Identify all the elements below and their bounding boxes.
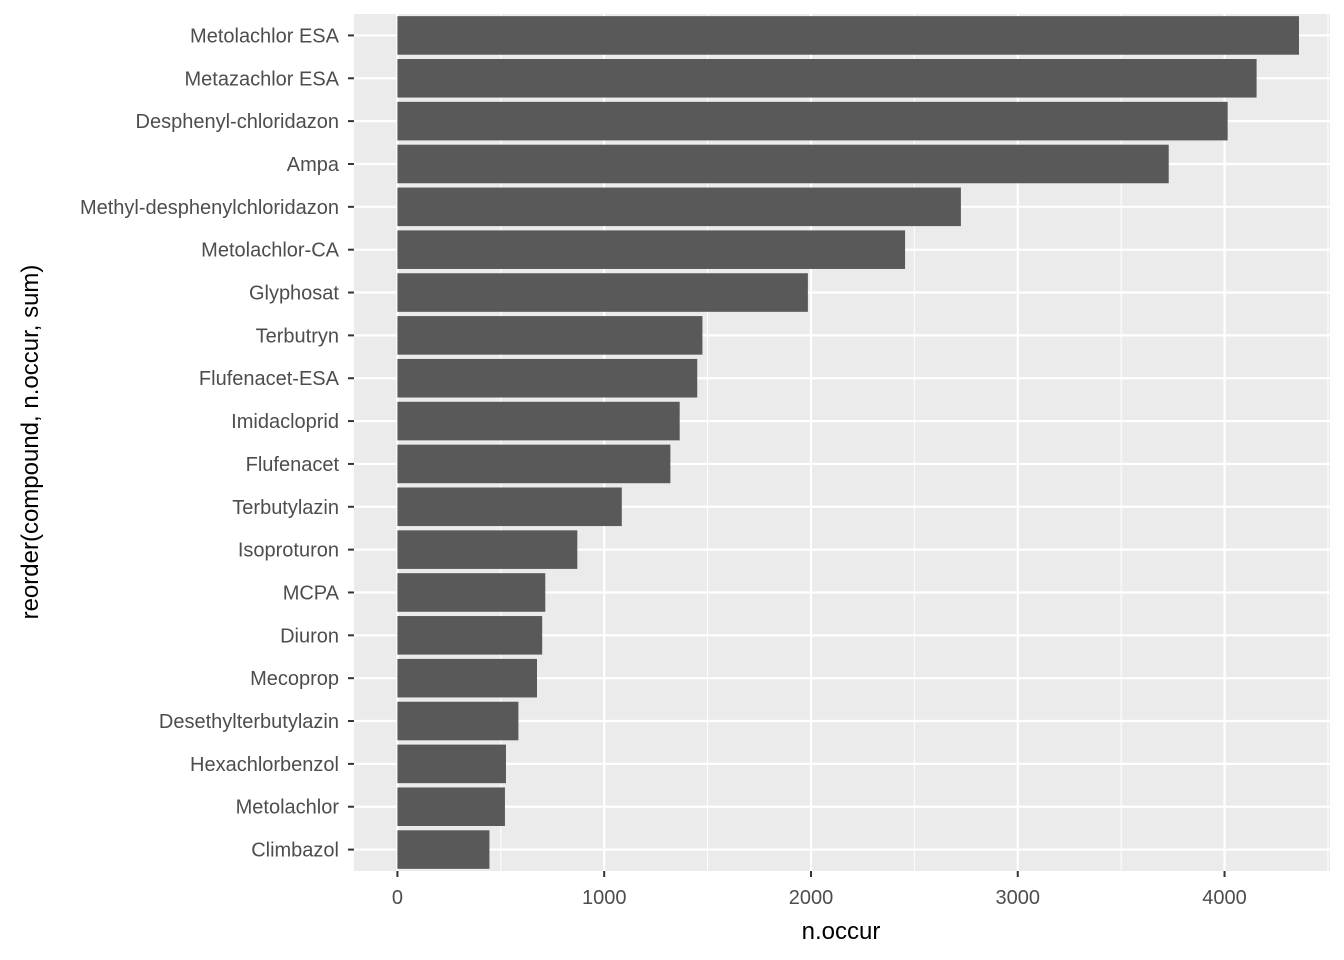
y-tick-label: MCPA bbox=[283, 582, 340, 604]
y-tick-label: Methyl-desphenylchloridazon bbox=[80, 197, 339, 219]
y-tick-label: Metolachlor-CA bbox=[201, 240, 339, 262]
bars bbox=[397, 16, 1299, 869]
bar bbox=[397, 444, 671, 484]
y-tick-label: Desethylterbutylazin bbox=[159, 711, 339, 733]
y-tick-label: Ampa bbox=[287, 154, 340, 176]
y-tick-label: Terbutryn bbox=[256, 325, 339, 347]
y-tick-label: Flufenacet-ESA bbox=[199, 368, 340, 390]
bar bbox=[397, 273, 808, 312]
bar bbox=[397, 401, 680, 441]
y-tick-label: Metazachlor ESA bbox=[184, 68, 339, 90]
y-tick-label: Desphenyl-chloridazon bbox=[136, 111, 339, 133]
y-tick-label: Diuron bbox=[280, 625, 339, 647]
bar bbox=[397, 358, 698, 398]
bar bbox=[397, 830, 490, 869]
y-tick-label: Climbazol bbox=[251, 840, 339, 862]
bar bbox=[397, 616, 543, 655]
y-tick-label: Isoproturon bbox=[238, 540, 339, 562]
bar bbox=[397, 701, 519, 741]
x-tick-label: 3000 bbox=[996, 887, 1041, 909]
y-axis-title: reorder(compound, n.occur, sum) bbox=[17, 265, 44, 620]
x-tick-label: 1000 bbox=[582, 887, 627, 909]
bar bbox=[397, 230, 906, 269]
y-tick-label: Glyphosat bbox=[249, 283, 339, 305]
bar bbox=[397, 487, 622, 527]
bar bbox=[397, 101, 1228, 141]
y-tick-label: Flufenacet bbox=[246, 454, 340, 476]
y-tick-label: Imidacloprid bbox=[231, 411, 339, 433]
y-tick-label: Metolachlor bbox=[236, 797, 340, 819]
bar bbox=[397, 744, 506, 784]
x-tick-label: 0 bbox=[392, 887, 403, 909]
y-tick-label: Mecoprop bbox=[250, 668, 339, 690]
bar bbox=[397, 16, 1299, 55]
bar bbox=[397, 58, 1257, 98]
y-tick-label: Terbutylazin bbox=[232, 497, 339, 519]
bar bbox=[397, 187, 961, 227]
bar bbox=[397, 144, 1169, 184]
bar bbox=[397, 530, 578, 569]
x-axis-title: n.occur bbox=[802, 918, 881, 945]
bar bbox=[397, 787, 505, 827]
bar bbox=[397, 658, 537, 698]
x-axis: 0 1000 2000 3000 4000 bbox=[392, 871, 1247, 909]
y-tick-label: Metolachlor ESA bbox=[190, 25, 340, 47]
y-axis: Metolachlor ESA Metazachlor ESA Desphenyl-… bbox=[80, 25, 354, 862]
x-tick-label: 4000 bbox=[1202, 887, 1247, 909]
bar bbox=[397, 573, 546, 612]
bar bbox=[397, 316, 703, 355]
x-tick-label: 2000 bbox=[789, 887, 834, 909]
y-tick-label: Hexachlorbenzol bbox=[190, 754, 339, 776]
